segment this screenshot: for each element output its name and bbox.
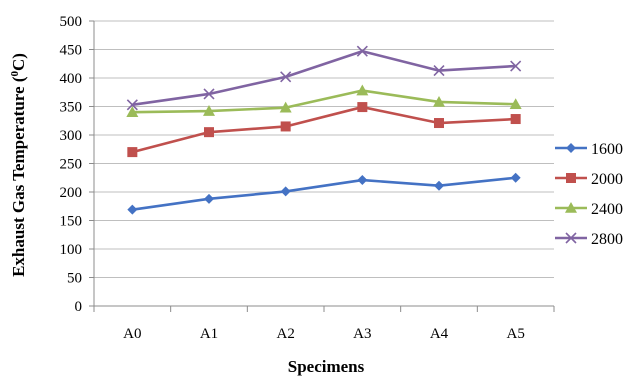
data-point-marker <box>280 186 291 197</box>
data-point-marker <box>510 172 521 183</box>
series-1600 <box>127 172 521 215</box>
y-tick-label: 0 <box>75 299 83 315</box>
series-2400 <box>126 84 522 117</box>
series-lines <box>126 45 522 215</box>
legend-label: 2800 <box>591 231 623 248</box>
data-point-marker <box>434 118 444 129</box>
data-point-marker <box>434 180 444 191</box>
y-tick-label: 300 <box>60 128 83 144</box>
data-point-marker <box>510 60 522 72</box>
x-tick-label: A1 <box>200 326 218 342</box>
legend-item: 1600 <box>555 141 623 158</box>
data-point-marker <box>509 98 522 110</box>
x-axis-title: Specimens <box>288 357 365 376</box>
data-point-marker <box>127 147 138 158</box>
data-point-marker <box>203 105 215 116</box>
x-tick-label: A2 <box>276 326 294 342</box>
data-point-marker <box>280 71 292 83</box>
y-tick-label: 50 <box>67 271 82 287</box>
data-point-marker <box>126 106 139 117</box>
legend-marker <box>566 143 576 153</box>
data-point-marker <box>433 95 445 107</box>
legend-label: 1600 <box>591 141 623 158</box>
data-point-marker <box>280 121 291 132</box>
x-tick-labels: A0 A1 A2 A3 A4 A5 <box>123 326 525 342</box>
legend-marker <box>565 202 577 213</box>
legend-label: 2400 <box>591 201 623 218</box>
y-tick-label: 150 <box>60 214 83 230</box>
y-tick-label: 500 <box>60 14 83 30</box>
data-point-marker <box>356 45 368 57</box>
x-tick-label: A4 <box>430 326 449 342</box>
legend-item: 2800 <box>555 231 623 248</box>
x-tick-label: A0 <box>123 326 141 342</box>
data-point-marker <box>127 204 138 215</box>
y-tick-label: 250 <box>60 157 83 173</box>
data-point-marker <box>433 65 445 77</box>
series-2000 <box>127 102 521 158</box>
series-line <box>132 105 516 154</box>
x-tick-label: A5 <box>506 326 524 342</box>
axes <box>89 20 555 312</box>
series-line <box>132 89 516 114</box>
legend-item: 2000 <box>555 171 623 188</box>
data-point-marker <box>357 102 368 113</box>
y-tick-labels: 0 50 100 150 200 250 300 350 400 450 500 <box>60 14 83 315</box>
data-point-marker <box>357 175 368 186</box>
series-line <box>132 49 516 107</box>
x-tick-label: A3 <box>353 326 371 342</box>
data-point-marker <box>126 99 138 111</box>
series-line <box>132 176 516 211</box>
data-point-marker <box>204 193 214 204</box>
data-point-marker <box>279 101 292 113</box>
y-tick-label: 200 <box>60 185 83 201</box>
y-axis-title: Exhaust Gas Temperature (0C) <box>9 53 28 277</box>
series-2800 <box>126 45 522 111</box>
gridlines <box>94 20 554 278</box>
y-tick-label: 450 <box>60 43 83 59</box>
data-point-marker <box>356 84 369 96</box>
legend: 1600 2000 2400 2800 <box>555 141 623 248</box>
data-point-marker <box>204 127 214 138</box>
y-tick-label: 400 <box>60 71 83 87</box>
legend-item: 2400 <box>555 201 623 218</box>
data-point-marker <box>510 114 521 125</box>
y-tick-label: 100 <box>60 242 83 258</box>
legend-label: 2000 <box>591 171 623 188</box>
y-tick-label: 350 <box>60 100 83 116</box>
legend-marker <box>565 232 577 244</box>
legend-marker <box>566 173 576 183</box>
data-point-marker <box>203 88 215 100</box>
